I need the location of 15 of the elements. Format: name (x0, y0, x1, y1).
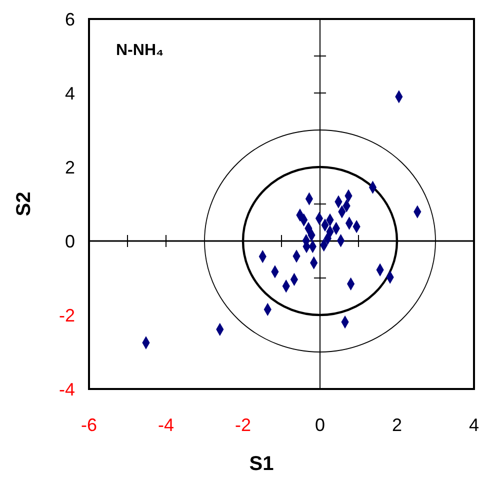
x-tick-label: 4 (468, 415, 479, 435)
x-tick-label: -2 (234, 415, 252, 435)
x-tick-label: -6 (80, 415, 98, 435)
y-tick-label: 0 (64, 231, 75, 252)
x-tick-label: 0 (314, 415, 326, 435)
y-tick-label: -2 (58, 305, 75, 326)
x-axis-title: S1 (249, 453, 274, 475)
y-tick-label: 4 (64, 83, 75, 104)
x-tick-label: 2 (392, 415, 402, 435)
x-tick-label: -4 (158, 415, 174, 435)
y-axis-title: S2 (13, 192, 35, 216)
y-tick-label: 6 (64, 9, 75, 30)
text: N-NH₄ (116, 42, 164, 59)
y-tick-label: -4 (58, 379, 75, 400)
y-tick-label: 2 (64, 157, 75, 178)
